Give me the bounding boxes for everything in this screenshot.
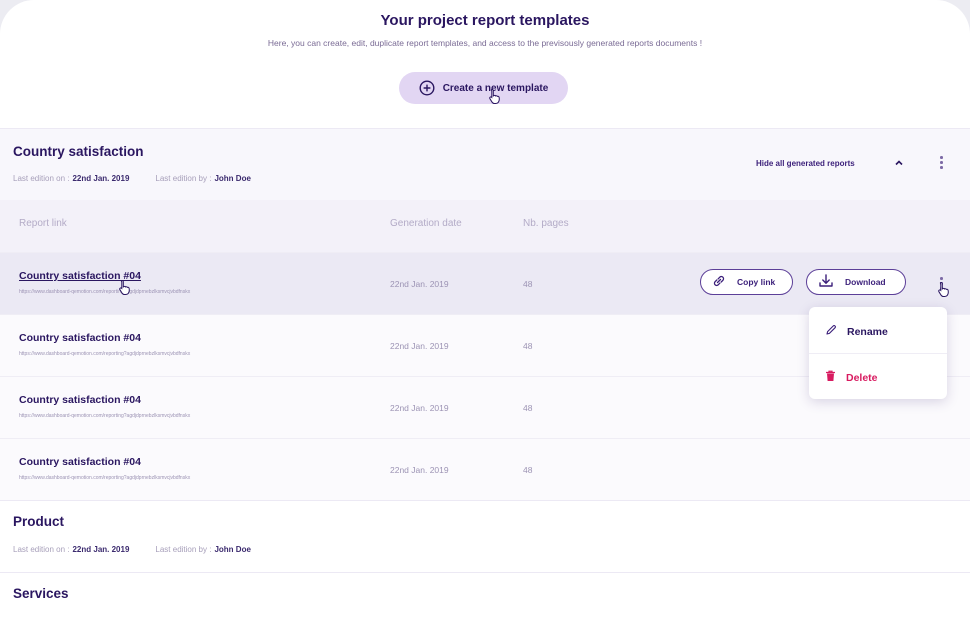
- report-url: https://www.dashboard-qemotion.com/repor…: [19, 475, 191, 481]
- hide-generated-reports-link[interactable]: Hide all generated reports: [756, 159, 855, 168]
- report-generation-date: 22nd Jan. 2019: [390, 465, 449, 475]
- last-edition-by-label: Last edition by :: [155, 545, 212, 554]
- last-edition-on-label: Last edition on :: [13, 174, 70, 183]
- template-section-product[interactable]: [0, 500, 970, 572]
- report-page-count: 48: [523, 341, 533, 351]
- report-link[interactable]: Country satisfaction #04: [19, 270, 141, 282]
- last-edition-by-label: Last edition by :: [155, 174, 212, 183]
- report-generation-date: 22nd Jan. 2019: [390, 341, 449, 351]
- last-edition-by-value: John Doe: [214, 545, 251, 554]
- report-url: https://www.dashboard-qemotion.com/repor…: [19, 289, 191, 295]
- delete-menu-item[interactable]: Delete: [825, 370, 878, 385]
- report-link[interactable]: Country satisfaction #04: [19, 394, 141, 406]
- copy-link-label: Copy link: [737, 277, 776, 287]
- hand-pointer-icon: [488, 88, 502, 109]
- chevron-up-icon[interactable]: [893, 156, 905, 174]
- section-meta: Last edition on :22nd Jan. 2019 Last edit…: [13, 545, 251, 554]
- report-generation-date: 22nd Jan. 2019: [390, 279, 449, 289]
- link-icon: [711, 275, 727, 289]
- create-template-button[interactable]: Create a new template: [399, 72, 568, 104]
- page-title: Your project report templates: [380, 12, 590, 29]
- last-edition-on-value: 22nd Jan. 2019: [72, 174, 130, 183]
- column-header-report-link: Report link: [19, 218, 67, 229]
- template-section-services[interactable]: [0, 572, 970, 640]
- last-edition-by-value: John Doe: [214, 174, 251, 183]
- report-page-count: 48: [523, 465, 533, 475]
- page-subtitle: Here, you can create, edit, duplicate re…: [267, 38, 703, 48]
- report-url: https://www.dashboard-qemotion.com/repor…: [19, 413, 191, 419]
- template-section-country-satisfaction: [0, 128, 970, 200]
- last-edition-on-label: Last edition on :: [13, 545, 70, 554]
- report-generation-date: 22nd Jan. 2019: [390, 403, 449, 413]
- report-row[interactable]: Country satisfaction #04 https://www.das…: [0, 314, 970, 376]
- download-icon: [817, 273, 835, 291]
- menu-divider: [809, 353, 947, 354]
- pencil-icon: [825, 324, 837, 339]
- delete-label: Delete: [846, 371, 878, 384]
- report-page-count: 48: [523, 403, 533, 413]
- section-title: Product: [13, 514, 65, 529]
- hand-pointer-icon: [937, 281, 951, 302]
- report-link[interactable]: Country satisfaction #04: [19, 332, 141, 344]
- section-more-icon[interactable]: [940, 156, 944, 169]
- report-row[interactable]: Country satisfaction #04 https://www.das…: [0, 438, 970, 500]
- download-label: Download: [845, 277, 886, 287]
- page-header: Your project report templates Here, you …: [0, 0, 970, 128]
- rename-menu-item[interactable]: Rename: [825, 324, 888, 339]
- section-meta: Last edition on :22nd Jan. 2019 Last edit…: [13, 174, 251, 183]
- copy-link-button[interactable]: Copy link: [700, 269, 793, 295]
- row-context-menu: Rename Delete: [809, 307, 947, 399]
- section-title: Country satisfaction: [13, 144, 144, 159]
- hand-pointer-icon: [118, 279, 132, 300]
- plus-circle-icon: [419, 80, 435, 96]
- column-header-generation-date: Generation date: [390, 218, 462, 229]
- column-header-nb-pages: Nb. pages: [523, 218, 569, 229]
- report-row[interactable]: Country satisfaction #04 https://www.das…: [0, 376, 970, 438]
- report-link[interactable]: Country satisfaction #04: [19, 456, 141, 468]
- section-title: Services: [13, 586, 69, 601]
- create-template-label: Create a new template: [442, 82, 549, 94]
- reports-table-header: Report link Generation date Nb. pages: [0, 200, 970, 252]
- download-button[interactable]: Download: [806, 269, 906, 295]
- rename-label: Rename: [847, 325, 888, 338]
- report-page-count: 48: [523, 279, 533, 289]
- report-row[interactable]: Country satisfaction #04 https://www.das…: [0, 252, 970, 314]
- last-edition-on-value: 22nd Jan. 2019: [72, 545, 130, 554]
- trash-icon: [825, 370, 836, 385]
- report-url: https://www.dashboard-qemotion.com/repor…: [19, 351, 191, 357]
